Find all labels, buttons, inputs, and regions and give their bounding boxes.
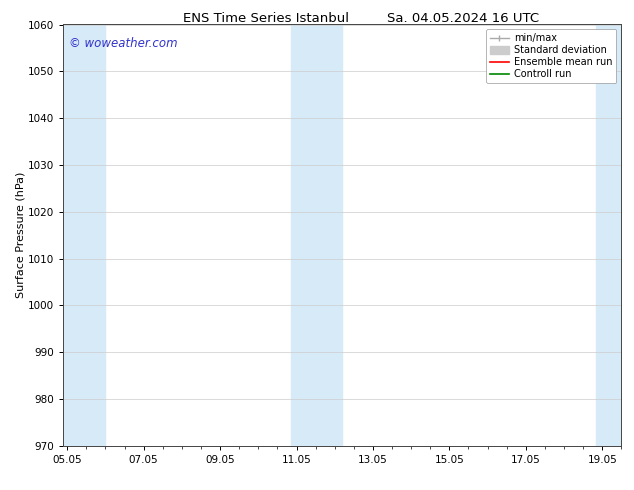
Bar [63, 24, 105, 446]
Legend: min/max, Standard deviation, Ensemble mean run, Controll run: min/max, Standard deviation, Ensemble me… [486, 29, 616, 83]
Text: Sa. 04.05.2024 16 UTC: Sa. 04.05.2024 16 UTC [387, 12, 539, 25]
Bar [597, 24, 621, 446]
Text: ENS Time Series Istanbul: ENS Time Series Istanbul [183, 12, 349, 25]
Text: © woweather.com: © woweather.com [69, 37, 178, 50]
Bar [291, 24, 342, 446]
Y-axis label: Surface Pressure (hPa): Surface Pressure (hPa) [15, 172, 25, 298]
